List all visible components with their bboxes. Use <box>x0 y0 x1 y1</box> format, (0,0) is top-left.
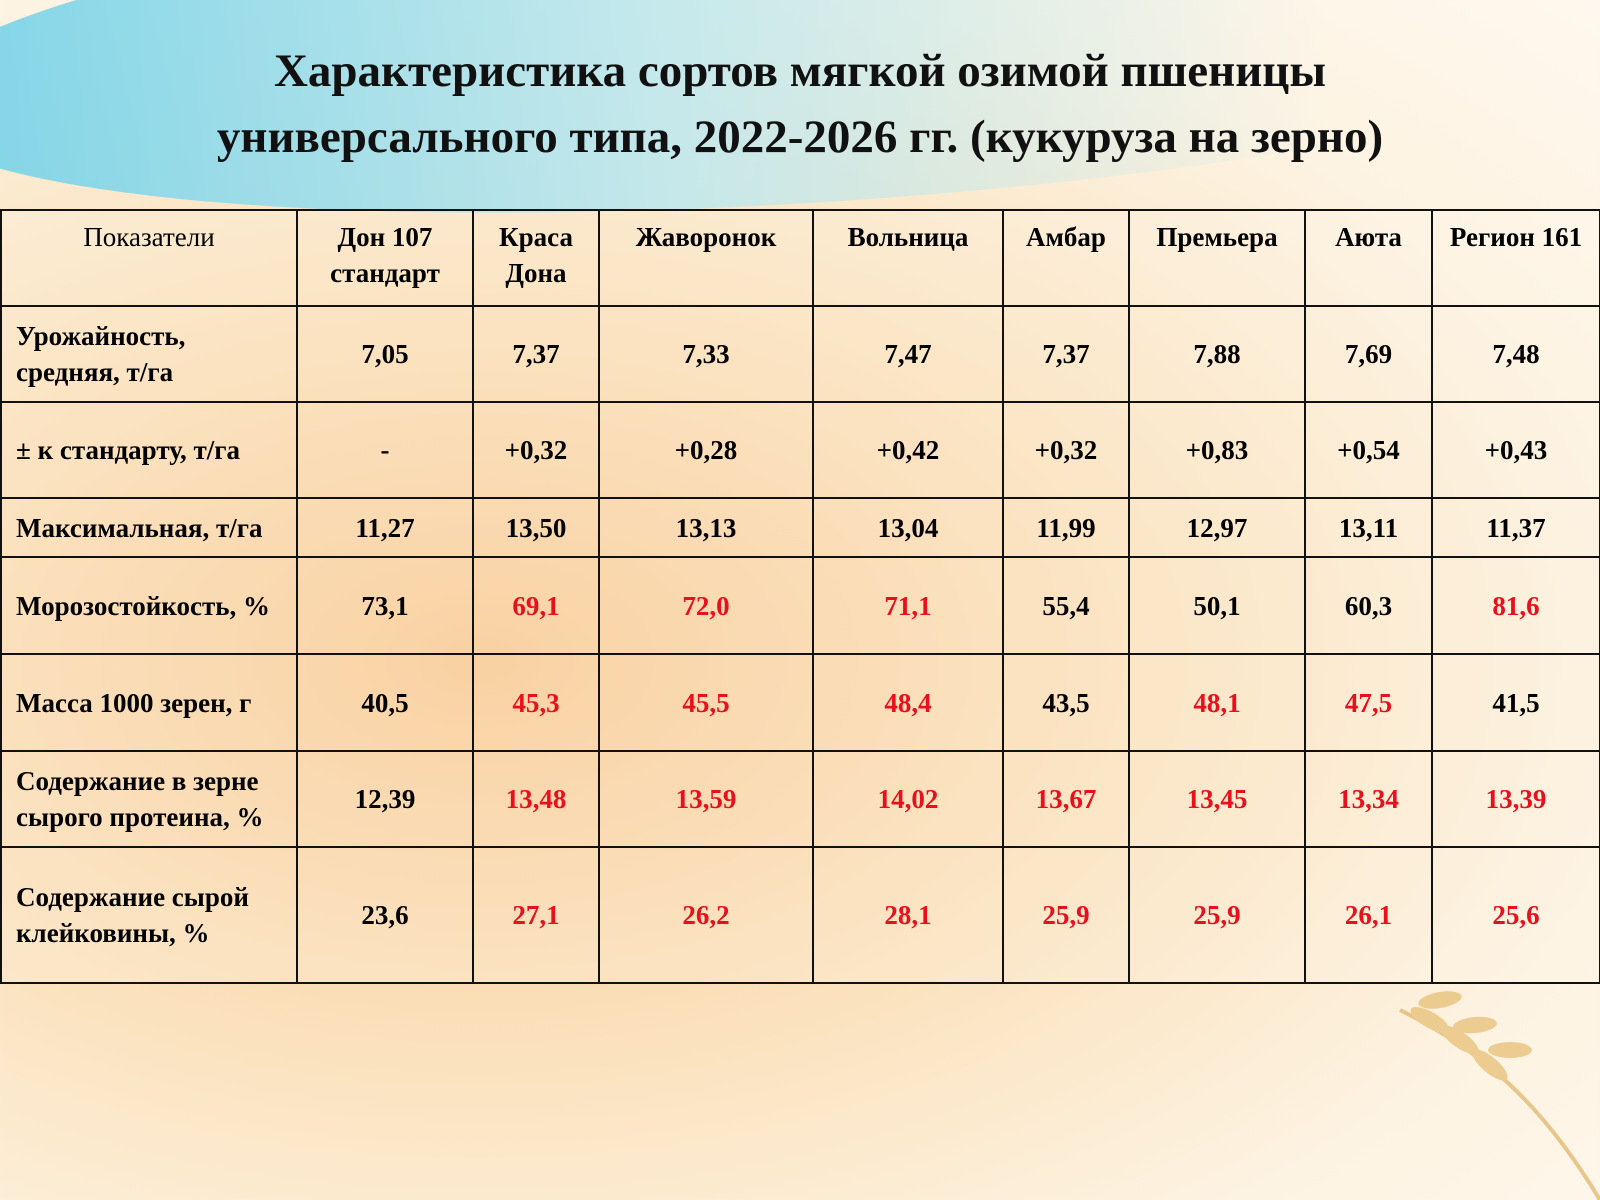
row-label: Урожайность, средняя, т/га <box>0 305 298 403</box>
header-cell: Премьера <box>1128 209 1306 307</box>
value-cell: +0,32 <box>472 401 600 499</box>
value-cell: 12,97 <box>1128 497 1306 558</box>
header-cell: Регион 161 <box>1431 209 1600 307</box>
value-cell: 26,1 <box>1304 846 1433 984</box>
value-cell: 28,1 <box>812 846 1004 984</box>
title-line: универсального типа, 2022-2026 гг. (куку… <box>216 111 1384 163</box>
header-cell: Краса Дона <box>472 209 600 307</box>
value-cell: 13,50 <box>472 497 600 558</box>
value-cell: 69,1 <box>472 556 600 655</box>
value-cell: 11,37 <box>1431 497 1600 558</box>
table-row: Содержание в зерне сырого протеина, % 12,… <box>0 750 1600 848</box>
value-cell: 7,47 <box>812 305 1004 403</box>
value-cell: 12,39 <box>296 750 474 848</box>
data-table: Показатели Дон 107 стандарт Краса Дона Жаво… <box>0 209 1600 984</box>
value-cell: 25,6 <box>1431 846 1600 984</box>
value-cell: 14,02 <box>812 750 1004 848</box>
value-cell: 13,11 <box>1304 497 1433 558</box>
value-cell: +0,32 <box>1002 401 1130 499</box>
header-cell: Вольница <box>812 209 1004 307</box>
table-row: Урожайность, средняя, т/га 7,05 7,37 7,33 7,… <box>0 305 1600 403</box>
row-label: ± к стандарту, т/га <box>0 401 298 499</box>
row-label: Максимальная, т/га <box>0 497 298 558</box>
value-cell: +0,43 <box>1431 401 1600 499</box>
value-cell: +0,28 <box>598 401 814 499</box>
value-cell: 13,45 <box>1128 750 1306 848</box>
row-label: Содержание сырой клейковины, % <box>0 846 298 984</box>
wheat-decoration <box>1399 991 1600 1200</box>
value-cell: 48,4 <box>812 653 1004 752</box>
value-cell: 13,39 <box>1431 750 1600 848</box>
value-cell: 7,37 <box>472 305 600 403</box>
title-line: Характеристика сортов мягкой озимой пшен… <box>273 45 1327 97</box>
value-cell: 40,5 <box>296 653 474 752</box>
value-cell: 55,4 <box>1002 556 1130 655</box>
value-cell: 71,1 <box>812 556 1004 655</box>
value-cell: 7,88 <box>1128 305 1306 403</box>
value-cell: 11,99 <box>1002 497 1130 558</box>
value-cell: 13,59 <box>598 750 814 848</box>
value-cell: 48,1 <box>1128 653 1306 752</box>
header-cell: Амбар <box>1002 209 1130 307</box>
value-cell: +0,54 <box>1304 401 1433 499</box>
value-cell: 45,5 <box>598 653 814 752</box>
value-cell: 81,6 <box>1431 556 1600 655</box>
value-cell: - <box>296 401 474 499</box>
value-cell: 60,3 <box>1304 556 1433 655</box>
value-cell: 25,9 <box>1002 846 1130 984</box>
table-row: Морозостойкость, % 73,1 69,1 72,0 71,1 55,4 50… <box>0 556 1600 655</box>
header-row: Показатели Дон 107 стандарт Краса Дона Жаво… <box>0 209 1600 307</box>
header-cell: Дон 107 стандарт <box>296 209 474 307</box>
value-cell: 47,5 <box>1304 653 1433 752</box>
value-cell: 26,2 <box>598 846 814 984</box>
value-cell: 7,69 <box>1304 305 1433 403</box>
value-cell: 7,48 <box>1431 305 1600 403</box>
value-cell: 45,3 <box>472 653 600 752</box>
value-cell: 13,34 <box>1304 750 1433 848</box>
table-row: Масса 1000 зерен, г 40,5 45,3 45,5 48,4 43,5 4… <box>0 653 1600 752</box>
value-cell: 13,67 <box>1002 750 1130 848</box>
value-cell: 72,0 <box>598 556 814 655</box>
value-cell: 7,05 <box>296 305 474 403</box>
value-cell: +0,83 <box>1128 401 1306 499</box>
table-row: Максимальная, т/га 11,27 13,50 13,13 13,04 11… <box>0 497 1600 558</box>
value-cell: 50,1 <box>1128 556 1306 655</box>
value-cell: 13,48 <box>472 750 600 848</box>
table-row: ± к стандарту, т/га - +0,32 +0,28 +0,42 +0,32… <box>0 401 1600 499</box>
header-cell: Показатели <box>0 209 298 307</box>
value-cell: 73,1 <box>296 556 474 655</box>
value-cell: 23,6 <box>296 846 474 984</box>
value-cell: 7,37 <box>1002 305 1130 403</box>
value-cell: 25,9 <box>1128 846 1306 984</box>
title: Характеристика сортов мягкой озимой пшен… <box>0 38 1600 170</box>
row-label: Морозостойкость, % <box>0 556 298 655</box>
value-cell: +0,42 <box>812 401 1004 499</box>
header-cell: Аюта <box>1304 209 1433 307</box>
row-label: Масса 1000 зерен, г <box>0 653 298 752</box>
value-cell: 7,33 <box>598 305 814 403</box>
value-cell: 41,5 <box>1431 653 1600 752</box>
row-label: Содержание в зерне сырого протеина, % <box>0 750 298 848</box>
value-cell: 27,1 <box>472 846 600 984</box>
value-cell: 13,13 <box>598 497 814 558</box>
value-cell: 11,27 <box>296 497 474 558</box>
value-cell: 43,5 <box>1002 653 1130 752</box>
value-cell: 13,04 <box>812 497 1004 558</box>
header-cell: Жаворонок <box>598 209 814 307</box>
table-row: Содержание сырой клейковины, % 23,6 27,1 26… <box>0 846 1600 984</box>
